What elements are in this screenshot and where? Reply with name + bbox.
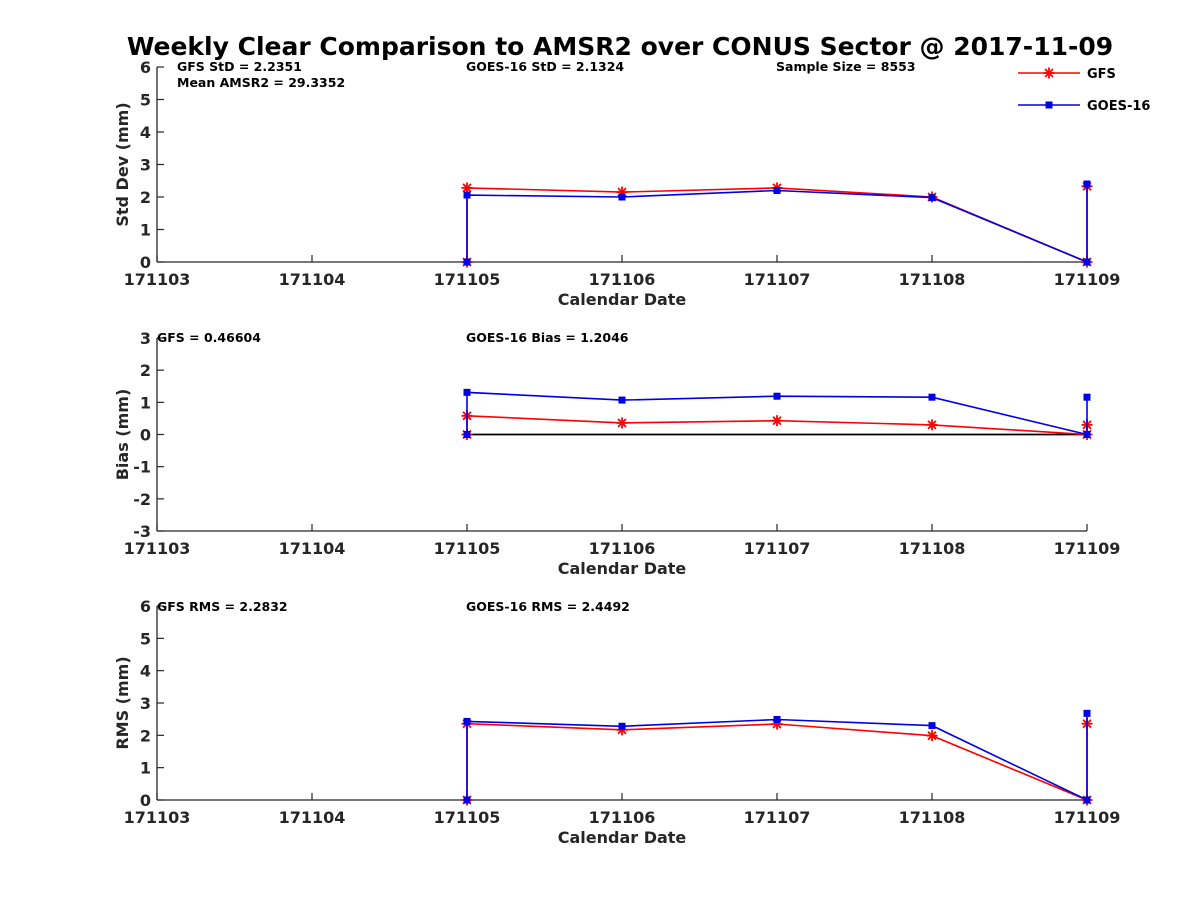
- data-point-goes-16: [1083, 180, 1091, 188]
- data-point-gfs: [616, 417, 628, 429]
- data-point-goes-16: [773, 187, 781, 194]
- data-point-goes-16: [773, 392, 781, 400]
- stat-annotation: GOES-16 StD = 2.1324: [466, 59, 624, 74]
- y-tick-label: 2: [140, 188, 151, 207]
- y-tick-label: 6: [140, 58, 151, 77]
- data-point-goes-16: [1083, 258, 1091, 266]
- legend: GFS GOES-16: [1018, 67, 1150, 114]
- data-point-gfs: [771, 415, 783, 427]
- data-point-goes-16: [463, 388, 471, 396]
- x-tick-label: 171105: [434, 808, 501, 827]
- data-point-goes-16: [928, 393, 936, 401]
- panels: 171103 171104 171105 171106 171107 171108 1711…: [113, 58, 1120, 847]
- x-tick-label: 171103: [124, 539, 191, 558]
- x-tick-label: 171104: [279, 808, 346, 827]
- x-axis-label: Calendar Date: [558, 828, 687, 847]
- data-point-goes-16: [463, 191, 471, 199]
- data-point-goes-16: [1083, 796, 1091, 804]
- x-tick-label: 171109: [1054, 270, 1121, 289]
- y-tick-label: 1: [140, 393, 151, 412]
- y-axis-label: Std Dev (mm): [113, 102, 132, 226]
- x-tick-label: 171103: [124, 808, 191, 827]
- data-point-goes-16: [463, 796, 471, 804]
- panel-3: 171103 171104 171105 171106 171107 171108 1711…: [113, 597, 1120, 847]
- x-tick-label: 171103: [124, 270, 191, 289]
- y-tick-label: 3: [140, 329, 151, 348]
- x-axis-label: Calendar Date: [558, 290, 687, 309]
- y-axis-label: Bias (mm): [113, 389, 132, 481]
- panel-2: 171103 171104 171105 171106 171107 171108 1711…: [113, 329, 1120, 578]
- x-tick-label: 171106: [589, 539, 656, 558]
- legend-label: GFS: [1087, 67, 1116, 82]
- stat-annotation: GFS RMS = 2.2832: [157, 599, 288, 614]
- y-tick-label: 0: [140, 426, 151, 445]
- y-tick-label: 4: [140, 123, 151, 142]
- stat-annotation: GOES-16 Bias = 1.2046: [466, 330, 629, 345]
- y-tick-label: 4: [140, 662, 151, 681]
- y-tick-label: 1: [140, 759, 151, 778]
- y-tick-label: 6: [140, 597, 151, 616]
- series-line-goes-16: [466, 184, 1088, 264]
- data-point-goes-16: [463, 717, 471, 725]
- y-tick-label: 3: [140, 694, 151, 713]
- data-point-goes-16: [1083, 393, 1091, 401]
- legend-label: GOES-16: [1087, 99, 1150, 114]
- stat-annotation: Sample Size = 8553: [776, 59, 916, 74]
- y-tick-label: 0: [140, 791, 151, 810]
- x-tick-label: 171104: [279, 270, 346, 289]
- panel-1: 171103 171104 171105 171106 171107 171108 1711…: [113, 58, 1120, 309]
- stat-annotation: GFS = 0.46604: [157, 330, 261, 345]
- data-point-goes-16: [463, 258, 471, 266]
- x-tick-label: 171108: [899, 270, 966, 289]
- y-tick-label: 2: [140, 361, 151, 380]
- x-tick-label: 171105: [434, 539, 501, 558]
- x-tick-label: 171105: [434, 270, 501, 289]
- data-point-goes-16: [463, 431, 471, 438]
- stat-annotation: GOES-16 RMS = 2.4492: [466, 599, 630, 614]
- x-tick-label: 171106: [589, 808, 656, 827]
- data-point-gfs: [926, 419, 938, 431]
- x-axis-label: Calendar Date: [558, 559, 687, 578]
- data-point-gfs: [926, 730, 938, 742]
- x-tick-label: 171109: [1054, 808, 1121, 827]
- y-tick-label: 5: [140, 91, 151, 110]
- data-point-goes-16: [618, 193, 626, 201]
- data-point-goes-16: [618, 722, 626, 730]
- data-point-goes-16: [773, 715, 781, 723]
- y-tick-label: 3: [140, 156, 151, 175]
- y-tick-label: -2: [133, 490, 151, 509]
- stat-annotation: GFS StD = 2.2351: [177, 59, 302, 74]
- series-line-gfs: [466, 722, 1088, 802]
- x-tick-label: 171107: [744, 539, 811, 558]
- x-tick-label: 171108: [899, 539, 966, 558]
- y-axis-label: RMS (mm): [113, 656, 132, 749]
- data-point-goes-16: [1083, 709, 1091, 717]
- x-tick-label: 171107: [744, 808, 811, 827]
- legend-marker: [1043, 67, 1055, 79]
- x-tick-label: 171109: [1054, 539, 1121, 558]
- x-tick-label: 171108: [899, 808, 966, 827]
- y-tick-label: 2: [140, 726, 151, 745]
- x-tick-label: 171104: [279, 539, 346, 558]
- x-tick-label: 171107: [744, 270, 811, 289]
- data-point-goes-16: [928, 722, 936, 730]
- x-tick-label: 171106: [589, 270, 656, 289]
- y-tick-label: -3: [133, 522, 151, 541]
- y-tick-label: 0: [140, 253, 151, 272]
- data-point-goes-16: [928, 194, 936, 202]
- chart-title: Weekly Clear Comparison to AMSR2 over CO…: [127, 32, 1113, 61]
- y-tick-label: -1: [133, 458, 151, 477]
- y-tick-label: 1: [140, 221, 151, 240]
- stat-annotation: Mean AMSR2 = 29.3352: [177, 75, 345, 90]
- data-point-goes-16: [618, 396, 626, 404]
- y-tick-label: 5: [140, 629, 151, 648]
- data-point-goes-16: [1083, 431, 1091, 438]
- legend-marker: [1045, 101, 1053, 109]
